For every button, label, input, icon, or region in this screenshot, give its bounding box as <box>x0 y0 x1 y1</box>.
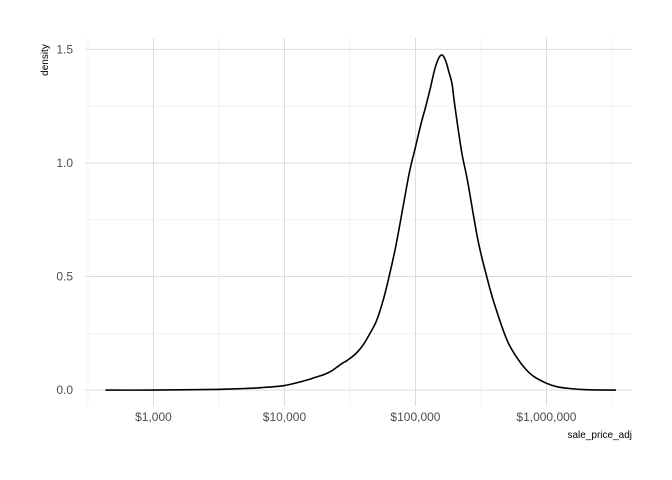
density-curve <box>105 54 617 391</box>
minor-gridlines <box>85 38 632 406</box>
y-tick-label: 1.0 <box>56 156 73 170</box>
x-tick-label: $1,000 <box>135 410 172 424</box>
y-tick-label: 0.5 <box>56 270 73 284</box>
major-gridlines <box>85 38 632 406</box>
x-tick-label: $100,000 <box>390 410 440 424</box>
y-tick-label: 1.5 <box>56 42 73 56</box>
y-axis-tick-labels: 0.0 0.5 1.0 1.5 <box>56 42 73 397</box>
y-tick-label: 0.0 <box>56 383 73 397</box>
x-axis-tick-labels: $1,000 $10,000 $100,000 $1,000,000 <box>135 410 577 424</box>
x-tick-label: $10,000 <box>263 410 307 424</box>
x-axis-title: sale_price_adj <box>568 430 633 441</box>
x-tick-label: $1,000,000 <box>516 410 576 424</box>
y-axis-title: density <box>40 44 51 76</box>
